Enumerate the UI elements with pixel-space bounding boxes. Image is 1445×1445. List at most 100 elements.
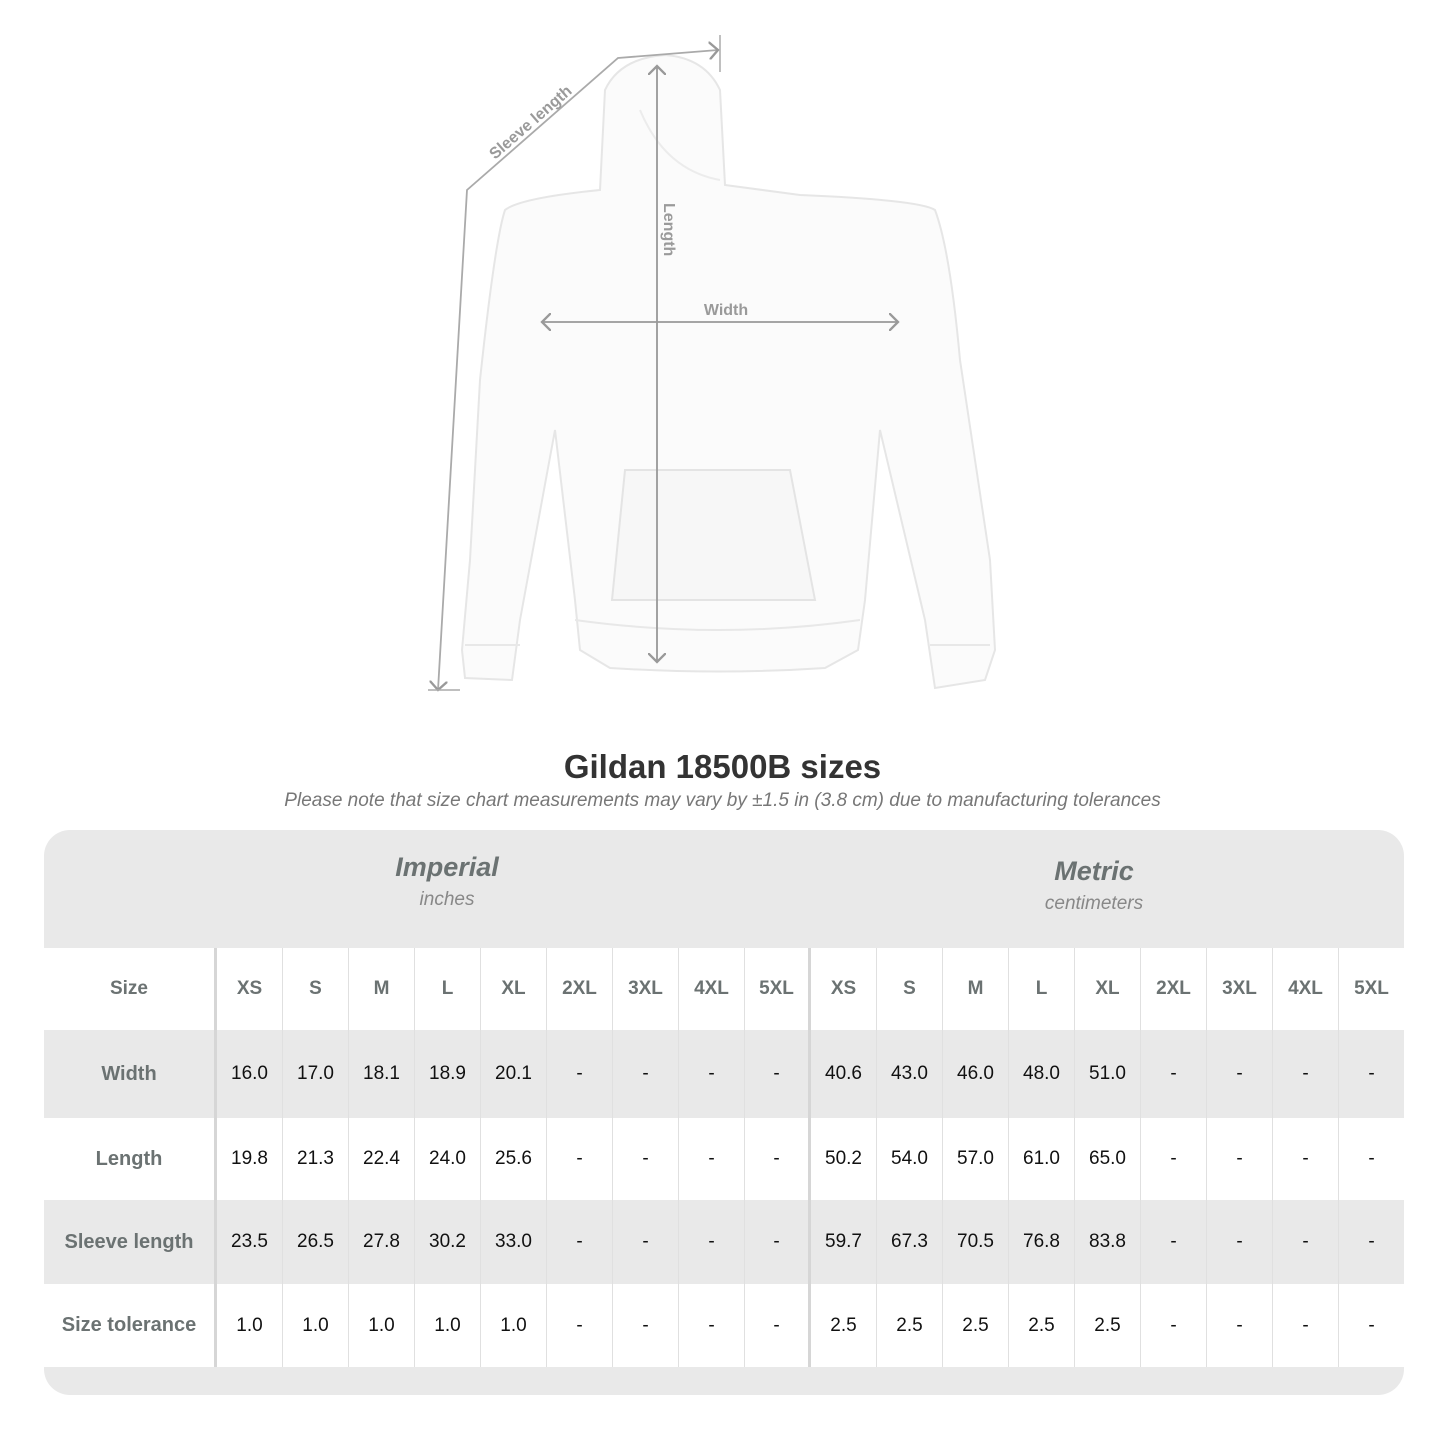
table-cell-metric: - <box>1141 1200 1207 1284</box>
table-cell-metric: - <box>1339 1284 1404 1367</box>
size-header-metric: L <box>1009 948 1075 1030</box>
table-cell-imperial: 30.2 <box>415 1200 481 1284</box>
table-cell-metric: - <box>1273 1030 1339 1118</box>
table-cell-imperial: - <box>613 1284 679 1367</box>
page-title: Gildan 18500B sizes <box>563 748 882 785</box>
table-cell-metric: 57.0 <box>943 1118 1009 1200</box>
table-cell-metric: - <box>1273 1118 1339 1200</box>
length-label: Length <box>660 203 677 256</box>
table-cell-metric: 70.5 <box>943 1200 1009 1284</box>
imperial-title: Imperial <box>395 852 499 882</box>
size-header-imperial: S <box>283 948 349 1030</box>
imperial-unit: inches <box>419 889 475 910</box>
table-cell-imperial: - <box>745 1118 811 1200</box>
sleeve-length-label: Sleeve length <box>486 83 575 164</box>
tolerance-note: Please note that size chart measurements… <box>284 790 1161 811</box>
table-cell-imperial: - <box>547 1030 613 1118</box>
table-cell-metric: 61.0 <box>1009 1118 1075 1200</box>
table-cell-metric: 2.5 <box>877 1284 943 1367</box>
measurement-lines <box>428 35 898 690</box>
table-cell-metric: 40.6 <box>811 1030 877 1118</box>
table-cell-metric: - <box>1339 1030 1404 1118</box>
table-cell-imperial: 25.6 <box>481 1118 547 1200</box>
table-cell-imperial: 17.0 <box>283 1030 349 1118</box>
table-cell-imperial: - <box>745 1200 811 1284</box>
table-cell-imperial: - <box>679 1200 745 1284</box>
size-header-imperial: 2XL <box>547 948 613 1030</box>
size-header-metric: 4XL <box>1273 948 1339 1030</box>
metric-title: Metric <box>1054 856 1134 886</box>
table-cell-imperial: 18.9 <box>415 1030 481 1118</box>
metric-header: Metric centimeters <box>859 830 1329 948</box>
size-grid: Size XS S M L XL 2XL 3XL 4XL 5XL XS S M L XL 2XL 3XL 4XL 5… <box>44 948 1404 1367</box>
table-cell-metric: - <box>1207 1030 1273 1118</box>
size-header-metric: XS <box>811 948 877 1030</box>
row-label: Width <box>44 1030 217 1118</box>
table-cell-metric: - <box>1141 1118 1207 1200</box>
table-cell-imperial: 1.0 <box>283 1284 349 1367</box>
table-cell-imperial: 20.1 <box>481 1030 547 1118</box>
table-cell-metric: 76.8 <box>1009 1200 1075 1284</box>
table-cell-metric: 2.5 <box>811 1284 877 1367</box>
row-label: Length <box>44 1118 217 1200</box>
table-cell-metric: 48.0 <box>1009 1030 1075 1118</box>
size-header-metric: 2XL <box>1141 948 1207 1030</box>
table-cell-imperial: 18.1 <box>349 1030 415 1118</box>
table-cell-imperial: 1.0 <box>217 1284 283 1367</box>
table-cell-imperial: - <box>679 1118 745 1200</box>
metric-unit: centimeters <box>1044 893 1144 914</box>
table-cell-imperial: 23.5 <box>217 1200 283 1284</box>
table-cell-metric: - <box>1273 1200 1339 1284</box>
table-cell-imperial: - <box>745 1030 811 1118</box>
size-header-metric: XL <box>1075 948 1141 1030</box>
table-cell-imperial: 26.5 <box>283 1200 349 1284</box>
table-cell-imperial: 19.8 <box>217 1118 283 1200</box>
size-header-imperial: XL <box>481 948 547 1030</box>
size-header-label: Size <box>44 948 217 1030</box>
table-cell-metric: 65.0 <box>1075 1118 1141 1200</box>
table-cell-imperial: 1.0 <box>481 1284 547 1367</box>
table-cell-metric: - <box>1339 1200 1404 1284</box>
hoodie-diagram: Sleeve length Length Width <box>428 35 997 720</box>
table-cell-metric: - <box>1207 1118 1273 1200</box>
row-label: Sleeve length <box>44 1200 217 1284</box>
size-header-imperial: 4XL <box>679 948 745 1030</box>
table-cell-imperial: - <box>547 1118 613 1200</box>
table-cell-metric: 50.2 <box>811 1118 877 1200</box>
size-header-imperial: 3XL <box>613 948 679 1030</box>
size-header-imperial: XS <box>217 948 283 1030</box>
row-label: Size tolerance <box>44 1284 217 1367</box>
table-cell-imperial: - <box>679 1030 745 1118</box>
size-header-metric: M <box>943 948 1009 1030</box>
size-header-metric: 3XL <box>1207 948 1273 1030</box>
hoodie-illustration <box>460 53 997 690</box>
table-cell-imperial: 27.8 <box>349 1200 415 1284</box>
table-cell-imperial: 1.0 <box>415 1284 481 1367</box>
table-cell-imperial: - <box>613 1200 679 1284</box>
size-header-imperial: M <box>349 948 415 1030</box>
table-cell-metric: - <box>1207 1284 1273 1367</box>
table-cell-metric: - <box>1273 1284 1339 1367</box>
size-header-imperial: 5XL <box>745 948 811 1030</box>
table-cell-metric: - <box>1141 1284 1207 1367</box>
table-cell-metric: 51.0 <box>1075 1030 1141 1118</box>
table-cell-metric: 2.5 <box>943 1284 1009 1367</box>
table-cell-imperial: - <box>745 1284 811 1367</box>
table-cell-metric: 83.8 <box>1075 1200 1141 1284</box>
table-cell-imperial: 24.0 <box>415 1118 481 1200</box>
size-header-metric: 5XL <box>1339 948 1404 1030</box>
table-cell-imperial: 33.0 <box>481 1200 547 1284</box>
table-cell-metric: 2.5 <box>1009 1284 1075 1367</box>
table-cell-metric: - <box>1141 1030 1207 1118</box>
size-header-imperial: L <box>415 948 481 1030</box>
width-label: Width <box>704 302 748 319</box>
table-cell-imperial: 16.0 <box>217 1030 283 1118</box>
table-cell-metric: 46.0 <box>943 1030 1009 1118</box>
imperial-header: Imperial inches <box>217 830 677 944</box>
table-cell-imperial: - <box>613 1030 679 1118</box>
table-cell-metric: 2.5 <box>1075 1284 1141 1367</box>
table-cell-imperial: - <box>547 1284 613 1367</box>
size-header-metric: S <box>877 948 943 1030</box>
table-cell-metric: - <box>1207 1200 1273 1284</box>
